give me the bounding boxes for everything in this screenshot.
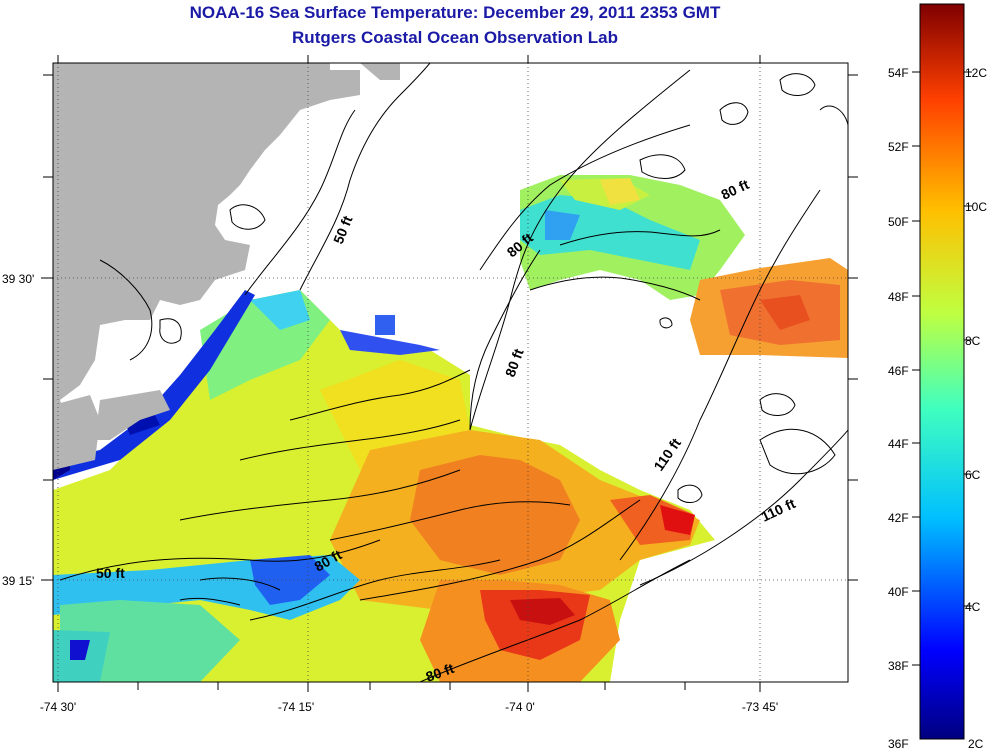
colorbar-f-label: 46F: [888, 364, 909, 378]
land-mass: [53, 63, 360, 405]
x-tick-label: -74 15': [278, 700, 314, 714]
colorbar-gradient: [919, 3, 965, 740]
colorbar-f-label: 54F: [888, 66, 909, 80]
colorbar-f-label: 38F: [888, 659, 909, 673]
bathymetry-contours: [59, 63, 848, 682]
map-subtitle: Rutgers Coastal Ocean Observation Lab: [292, 28, 618, 47]
colorbar-f-label: 36F: [888, 737, 909, 751]
grid-lines: [53, 63, 848, 682]
sst-field: [53, 175, 848, 682]
x-tick-label: -73 45': [742, 700, 778, 714]
y-tick-label: 39 30': [2, 272, 34, 286]
colorbar-f-label: 48F: [888, 290, 909, 304]
colorbar-c-label: 4C: [965, 600, 981, 614]
contour-label: 50 ft: [96, 565, 125, 581]
colorbar-c-label: 8C: [965, 334, 981, 348]
colorbar-f-label: 52F: [888, 140, 909, 154]
colorbar-f-label: 42F: [888, 511, 909, 525]
x-tick-label: -74 30': [40, 700, 76, 714]
colorbar-f-label: 44F: [888, 437, 909, 451]
colorbar-c-label: 10C: [965, 200, 987, 214]
colorbar: 54F 52F 50F 48F 46F 44F 42F 40F 38F 36F …: [888, 3, 987, 751]
colorbar-c-label: 6C: [965, 468, 981, 482]
map-area: [53, 63, 848, 682]
x-tick-label: -74 0': [505, 700, 535, 714]
colorbar-f-label: 50F: [888, 215, 909, 229]
colorbar-f-label: 40F: [888, 585, 909, 599]
colorbar-c-label: 12C: [965, 66, 987, 80]
colorbar-c-label: 2C: [968, 737, 984, 751]
map-title: NOAA-16 Sea Surface Temperature: Decembe…: [189, 3, 721, 22]
axis-ticks: [41, 55, 858, 692]
y-tick-label: 39 15': [2, 574, 34, 588]
